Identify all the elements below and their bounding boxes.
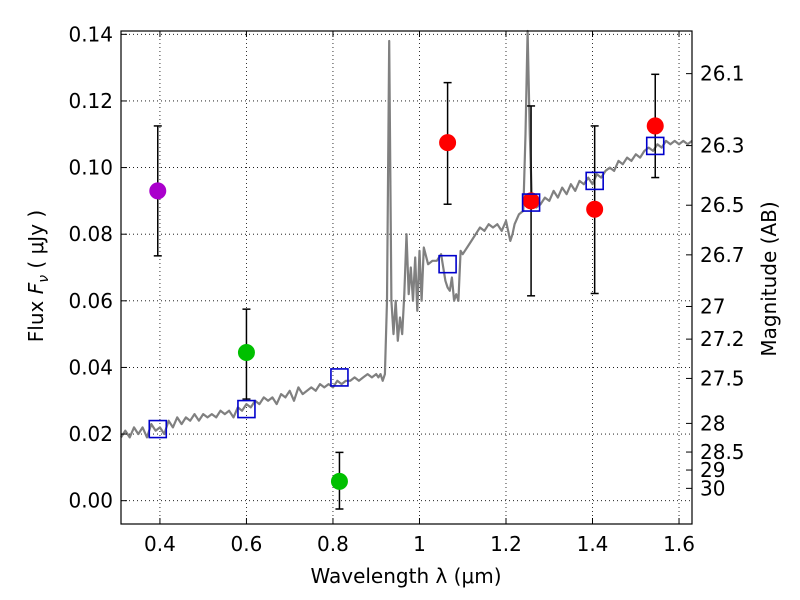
x-tick-label: 1.6	[663, 532, 695, 556]
right-tick-label: 26.3	[700, 134, 745, 158]
y-tick-label: 0.04	[68, 355, 113, 379]
model-photometry-square	[237, 399, 256, 419]
model-photometry-square	[521, 193, 541, 212]
y-axis-title-sub: ν	[36, 275, 52, 283]
right-tick-label: 28.5	[700, 440, 745, 464]
model-photometry-square	[330, 368, 349, 387]
y-tick-label: 0.14	[68, 22, 113, 46]
right-tick-label: 28	[700, 411, 725, 435]
model-photometry-squares	[148, 136, 665, 439]
model-photometry-square	[148, 419, 168, 439]
right-tick-label: 26.1	[700, 62, 745, 86]
right-tick-label: 27.5	[700, 366, 745, 390]
right-tick-label: 30	[700, 476, 725, 500]
observed-point	[586, 200, 604, 218]
model-spectrum-layer	[120, 29, 693, 439]
model-photometry-square	[645, 136, 665, 156]
observed-point	[149, 182, 167, 200]
y-tick-label: 0.02	[68, 422, 113, 446]
right-tick-label: 27	[700, 294, 725, 318]
y-axis-title: Flux Fν ( μJy )	[24, 210, 52, 342]
x-tick-label: 1	[413, 532, 426, 556]
y-tick-label: 0.08	[68, 222, 113, 246]
observed-point	[330, 472, 348, 490]
right-tick-label: 26.7	[700, 243, 745, 267]
x-axis-title: Wavelength λ (μm)	[310, 564, 501, 588]
x-tick-label: 0.6	[231, 532, 263, 556]
right-tick-label: 29	[700, 458, 725, 482]
observed-point	[439, 134, 457, 152]
y-tick-labels: 0.00 0.02 0.04 0.06 0.08 0.10 0.12 0.14	[68, 22, 113, 512]
x-tick-label: 1.2	[490, 532, 522, 556]
y-tick-label: 0.06	[68, 289, 113, 313]
observed-point	[522, 192, 540, 210]
y-tick-label: 0.00	[68, 489, 113, 513]
x-tick-label: 0.8	[317, 532, 349, 556]
y-tick-label: 0.12	[68, 89, 113, 113]
y-axis-title-suffix: ( μJy )	[24, 210, 48, 275]
x-tick-label: 1.4	[577, 532, 609, 556]
observed-point	[646, 117, 664, 135]
observed-point	[237, 343, 255, 361]
y-axis-title-var: F	[24, 282, 48, 294]
axis-ticks	[121, 31, 692, 524]
right-axis-title: Magnitude (AB)	[757, 201, 781, 356]
right-tick-label: 26.5	[700, 193, 745, 217]
y-tick-label: 0.10	[68, 156, 113, 180]
x-tick-labels: 0.4 0.6 0.8 1 1.2 1.4 1.6	[144, 532, 695, 556]
observed-points	[149, 117, 664, 490]
model-photometry-square	[585, 171, 604, 191]
plot-frame	[120, 30, 693, 525]
y-axis-title-prefix: Flux	[24, 294, 48, 342]
model-photometry-square	[438, 254, 457, 274]
model-spectrum-line	[120, 29, 693, 439]
right-tick-label: 27.2	[700, 327, 745, 351]
x-tick-label: 0.4	[144, 532, 176, 556]
